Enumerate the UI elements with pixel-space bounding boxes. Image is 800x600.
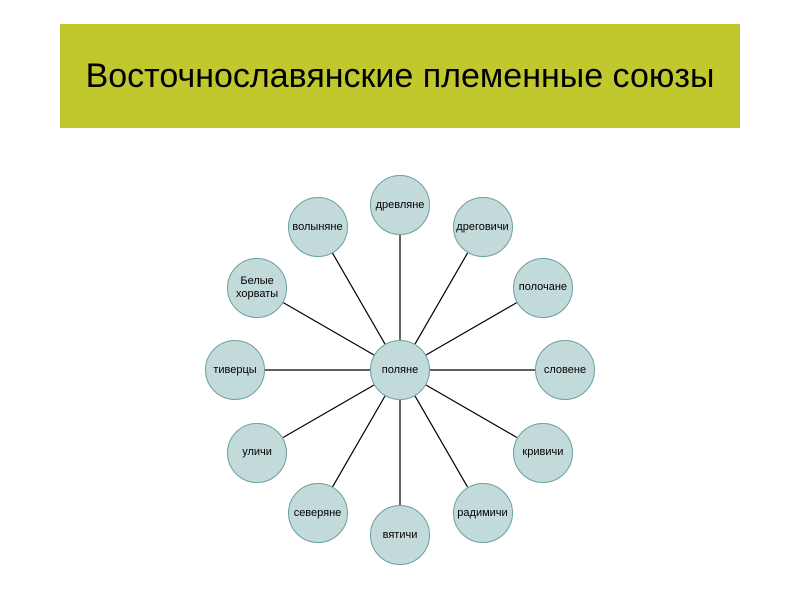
edge xyxy=(415,253,468,344)
outer-node-8: уличи xyxy=(227,423,287,483)
edge xyxy=(415,396,468,487)
edge xyxy=(426,385,517,438)
outer-node-5-label: радимичи xyxy=(457,507,507,519)
outer-node-3: словене xyxy=(535,340,595,400)
center-node-label: поляне xyxy=(382,364,418,376)
edge xyxy=(283,385,374,438)
edge xyxy=(426,303,517,356)
outer-node-8-label: уличи xyxy=(242,446,272,458)
outer-node-6-label: вятичи xyxy=(383,529,418,541)
edge xyxy=(333,396,386,487)
outer-node-2: полочане xyxy=(513,258,573,318)
outer-node-0-label: древляне xyxy=(376,199,425,211)
outer-node-0: древляне xyxy=(370,175,430,235)
center-node: поляне xyxy=(370,340,430,400)
outer-node-9-label: тиверцы xyxy=(213,364,256,376)
outer-node-4: кривичи xyxy=(513,423,573,483)
outer-node-5: радимичи xyxy=(453,483,513,543)
outer-node-1: дреговичи xyxy=(453,197,513,257)
edge xyxy=(333,253,386,344)
outer-node-7-label: северяне xyxy=(294,507,342,519)
outer-node-7: северяне xyxy=(288,483,348,543)
outer-node-10-label: Белые хорваты xyxy=(228,275,286,299)
edge xyxy=(283,303,374,356)
outer-node-3-label: словене xyxy=(544,364,586,376)
outer-node-10: Белые хорваты xyxy=(227,258,287,318)
outer-node-11-label: волыняне xyxy=(292,221,342,233)
outer-node-2-label: полочане xyxy=(519,281,567,293)
outer-node-4-label: кривичи xyxy=(522,446,563,458)
outer-node-9: тиверцы xyxy=(205,340,265,400)
outer-node-11: волыняне xyxy=(288,197,348,257)
outer-node-6: вятичи xyxy=(370,505,430,565)
diagram-area: древляне дреговичи полочане словене кривичи р… xyxy=(0,0,800,600)
outer-node-1-label: дреговичи xyxy=(456,221,508,233)
